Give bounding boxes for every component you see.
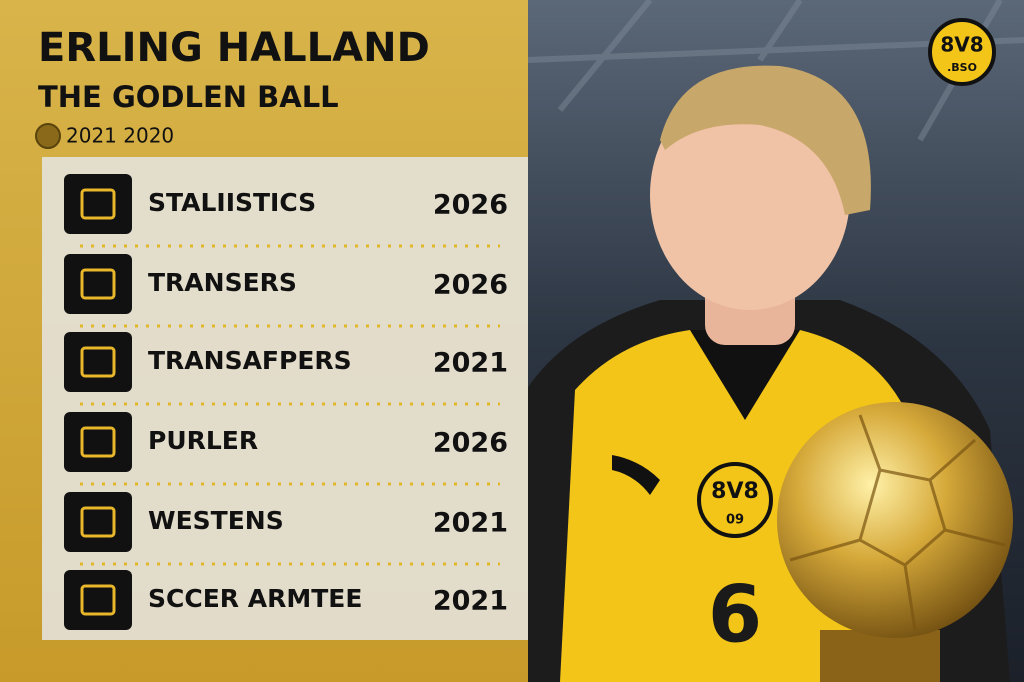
row-icon (64, 412, 132, 472)
row-label: SCCER ARMTEE (148, 584, 362, 613)
stats-panel (42, 157, 528, 640)
ball-panels (789, 414, 1006, 631)
row-icon (64, 254, 132, 314)
jersey-number: 6 (708, 570, 762, 660)
title: ERLING HALLAND (38, 25, 430, 71)
golden-ball (777, 402, 1013, 638)
crest (697, 462, 773, 538)
logo-top: 8V8 (940, 33, 983, 57)
year-icon (35, 123, 61, 149)
rows: STALIISTICS 2026 TRANSERS 2026 TRANSAFPERS 20… (64, 174, 508, 630)
logo-bottom: .BSO (947, 61, 977, 74)
row-icon-glyph (80, 188, 116, 220)
row-label: TRANSAFPERS (148, 346, 352, 375)
crest-sub: 09 (726, 513, 744, 528)
row-icon-glyph (80, 506, 116, 538)
row-year: 2021 (433, 348, 508, 379)
row-label: PURLER (148, 426, 258, 455)
trophy-base (820, 630, 940, 682)
row-label: TRANSERS (148, 268, 297, 297)
row-year: 2026 (433, 190, 508, 221)
row-year: 2026 (433, 428, 508, 459)
hair (660, 65, 871, 215)
row-icon-glyph (80, 346, 116, 378)
row-icon-glyph (80, 584, 116, 616)
row-year: 2026 (433, 270, 508, 301)
row-year: 2021 (433, 586, 508, 617)
row-label: STALIISTICS (148, 188, 316, 217)
row-icon (64, 492, 132, 552)
subtitle: THE GODLEN BALL (38, 80, 339, 114)
sponsor-logo (612, 455, 660, 495)
row-icon (64, 332, 132, 392)
club-logo (928, 18, 996, 86)
row-label: WESTENS (148, 506, 284, 535)
row-icon-glyph (80, 268, 116, 300)
row-year: 2021 (433, 508, 508, 539)
row-icon (64, 174, 132, 234)
crest-text: 8V8 (711, 479, 759, 504)
row-icon-glyph (80, 426, 116, 458)
years: 2021 2020 (66, 124, 174, 148)
row-icon (64, 570, 132, 630)
collar (690, 330, 800, 420)
